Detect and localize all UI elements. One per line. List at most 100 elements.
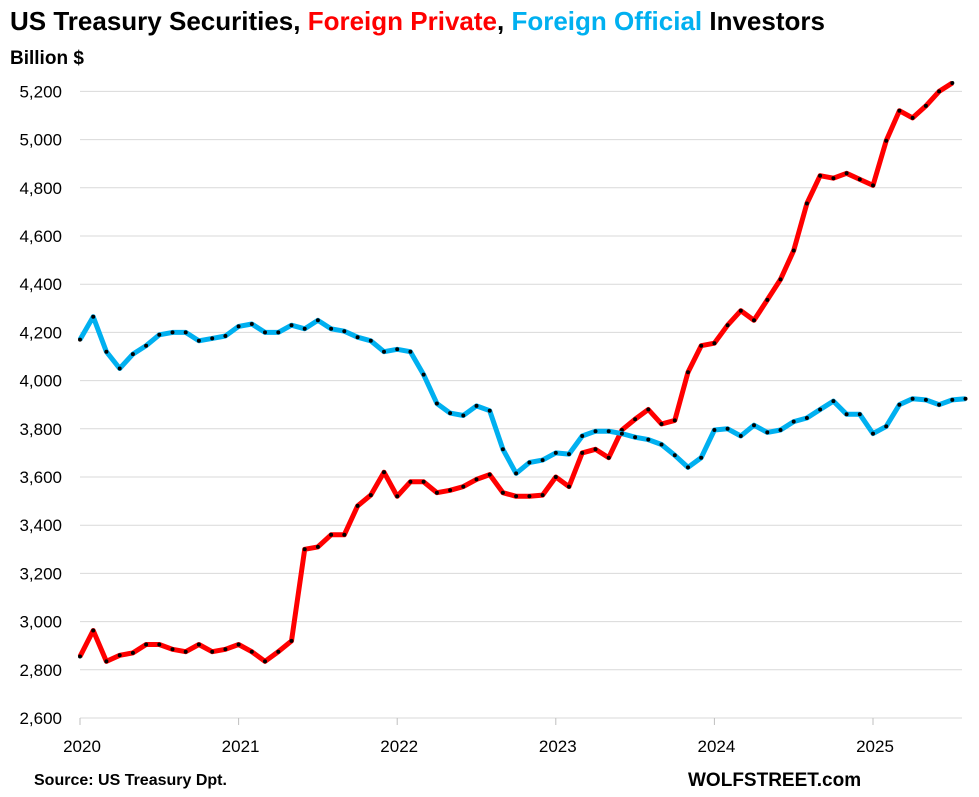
data-point [144,642,149,647]
data-point [210,336,215,341]
title-part: Investors [702,6,825,36]
data-point [659,442,664,447]
data-point [686,465,690,470]
data-point [950,81,955,85]
data-point [752,318,756,323]
data-point [699,343,704,348]
data-point [263,330,267,335]
y-tick-label: 3,800 [19,420,62,439]
x-tick-label: 2023 [539,737,577,756]
data-point [937,402,942,407]
data-point [686,370,690,375]
y-tick-label: 3,600 [19,468,62,487]
data-point [448,411,453,416]
title-part: Foreign Official [511,6,703,36]
data-point [831,399,836,404]
data-point [474,403,479,408]
data-point [342,329,347,334]
data-point [210,649,215,654]
data-point [170,647,175,652]
data-point [514,494,519,499]
source-note: Source: US Treasury Dpt. [34,772,227,789]
data-point [183,330,188,335]
data-point [844,171,849,176]
data-point [923,103,928,108]
series-line [77,314,966,476]
x-tick-label: 2020 [63,737,101,756]
data-point [368,493,373,498]
title-part: Foreign Private [307,6,497,36]
data-point [646,407,651,412]
data-point [276,330,281,335]
data-point [302,326,307,331]
data-point [157,642,162,647]
data-point [567,452,571,457]
gridlines [80,90,962,719]
data-point [659,422,664,426]
data-point [196,338,201,343]
data-point [223,334,228,338]
data-point [421,479,426,484]
data-point [804,201,809,206]
y-axis-ticks: 2,600 2,800 3,000 3,200 3,400 3,600 3,800 4,000… [19,82,62,728]
data-point [408,349,413,354]
data-point [923,397,928,402]
data-point [289,323,294,328]
data-point [117,653,122,658]
data-point [104,659,109,664]
series-foreign-private [77,80,955,664]
data-point [487,472,492,477]
data-point [963,396,968,401]
y-tick-label: 2,600 [19,709,62,728]
data-point [791,419,796,424]
data-point [289,638,294,643]
data-point [593,447,598,452]
data-point [553,475,558,479]
data-point [725,323,730,328]
series-line [77,80,954,664]
data-point [474,477,479,482]
x-tick-label: 2022 [380,737,418,756]
data-point [355,335,360,340]
data-point [144,343,149,348]
data-point [395,494,400,499]
data-point [355,503,360,508]
data-point [170,330,175,335]
data-point [382,470,386,475]
data-point [950,397,955,402]
data-point [448,488,453,493]
data-point [646,437,651,442]
data-point [329,326,334,331]
data-point [699,455,704,460]
data-point [910,115,915,120]
data-point [738,308,743,313]
chart-title: US Treasury Securities, Foreign Private,… [10,6,825,37]
data-point [712,428,717,432]
data-point [276,649,281,654]
data-point [461,413,466,418]
data-point [487,408,492,413]
y-axis-unit-label: Billion $ [10,48,84,69]
y-tick-label: 3,400 [19,516,62,535]
data-point [527,460,532,465]
title-part: US Treasury Securities, [10,6,308,36]
data-point [461,484,466,489]
data-point [606,429,611,434]
data-point [818,407,823,412]
data-point [712,341,717,346]
y-tick-label: 5,200 [19,82,62,101]
data-point [236,324,241,329]
x-tick-label: 2021 [222,737,260,756]
data-point [315,318,320,323]
data-point [500,447,505,452]
data-point [315,544,320,549]
data-point [408,479,413,484]
data-point [78,654,82,659]
data-point [619,431,624,436]
data-point [130,352,135,357]
data-point [844,412,849,417]
y-tick-label: 4,600 [19,227,62,246]
data-point [857,412,862,417]
data-point [540,493,545,498]
